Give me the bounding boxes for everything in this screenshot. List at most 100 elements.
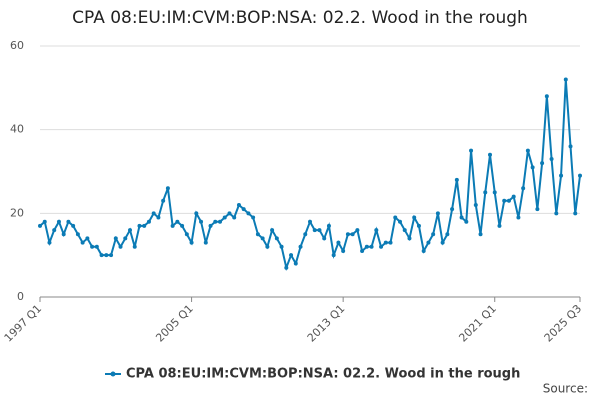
point xyxy=(554,211,559,216)
point xyxy=(232,215,237,220)
point xyxy=(568,144,573,149)
point xyxy=(113,236,118,241)
point xyxy=(535,207,540,212)
x-tick-label: 1997 Q1 xyxy=(2,302,45,345)
x-tick-label: 2013 Q1 xyxy=(305,302,348,345)
x-tick-label: 2021 Q1 xyxy=(456,302,499,345)
point xyxy=(312,228,317,233)
point xyxy=(369,244,374,249)
point xyxy=(506,198,511,203)
legend-label: CPA 08:EU:IM:CVM:BOP:NSA: 02.2. Wood in … xyxy=(126,367,520,382)
point xyxy=(251,215,256,220)
point xyxy=(47,240,52,245)
point xyxy=(345,232,350,237)
point xyxy=(42,219,47,224)
point xyxy=(435,211,440,216)
point xyxy=(322,236,327,241)
point xyxy=(398,219,402,224)
point xyxy=(165,186,170,191)
point xyxy=(559,173,564,178)
point xyxy=(393,215,398,220)
chart-title: CPA 08:EU:IM:CVM:BOP:NSA: 02.2. Wood in … xyxy=(72,8,528,28)
x-tick-label: 2025 Q3 xyxy=(542,302,585,345)
point xyxy=(578,173,582,178)
series-line xyxy=(39,79,581,272)
legend-marker xyxy=(110,371,116,377)
y-tick-label: 40 xyxy=(10,123,24,136)
point xyxy=(383,240,388,245)
point xyxy=(184,232,189,237)
point xyxy=(450,207,455,212)
point xyxy=(289,253,294,258)
point xyxy=(189,240,194,245)
point xyxy=(208,223,213,228)
point xyxy=(142,223,147,228)
point xyxy=(227,211,232,216)
point xyxy=(161,198,166,203)
point xyxy=(412,215,417,220)
point xyxy=(137,223,142,228)
point xyxy=(445,232,450,237)
point xyxy=(388,240,393,245)
point xyxy=(573,211,578,216)
point xyxy=(364,244,369,249)
point xyxy=(407,236,412,241)
point xyxy=(473,202,478,207)
point xyxy=(341,248,346,253)
point xyxy=(540,161,545,166)
point xyxy=(488,152,492,157)
point xyxy=(38,223,42,228)
point xyxy=(109,253,114,258)
point xyxy=(85,236,90,241)
point xyxy=(402,228,407,233)
point xyxy=(379,244,384,249)
point xyxy=(56,219,61,224)
source: Source: xyxy=(543,382,588,396)
point xyxy=(255,232,260,237)
point xyxy=(478,232,483,237)
point xyxy=(199,219,204,224)
point xyxy=(303,232,308,237)
point xyxy=(374,228,379,233)
point xyxy=(194,211,199,216)
point xyxy=(284,265,289,270)
point xyxy=(61,232,66,237)
point xyxy=(151,211,156,216)
point xyxy=(293,261,298,266)
point xyxy=(94,244,99,249)
point xyxy=(563,77,568,82)
point xyxy=(469,148,474,153)
point xyxy=(236,202,241,207)
point xyxy=(525,148,530,153)
point xyxy=(511,194,516,199)
point xyxy=(118,244,123,249)
point xyxy=(123,236,128,241)
point xyxy=(308,219,312,224)
point xyxy=(279,244,284,249)
point xyxy=(66,219,71,224)
point xyxy=(298,244,303,249)
point xyxy=(426,240,431,245)
point xyxy=(128,228,132,233)
y-tick-label: 60 xyxy=(10,39,24,52)
point xyxy=(544,94,549,99)
point xyxy=(464,219,469,224)
point xyxy=(336,240,341,245)
point xyxy=(260,236,265,241)
point xyxy=(99,253,104,258)
point xyxy=(521,186,526,191)
point xyxy=(71,223,76,228)
point xyxy=(502,198,507,203)
point xyxy=(516,215,521,220)
point xyxy=(213,219,218,224)
point xyxy=(421,248,426,253)
point xyxy=(530,165,535,170)
x-tick-label: 2005 Q1 xyxy=(153,302,196,345)
point xyxy=(265,244,270,249)
point xyxy=(222,215,227,220)
point xyxy=(355,228,360,233)
point xyxy=(274,236,279,241)
point xyxy=(175,219,180,224)
point xyxy=(440,240,445,245)
point xyxy=(549,156,554,161)
